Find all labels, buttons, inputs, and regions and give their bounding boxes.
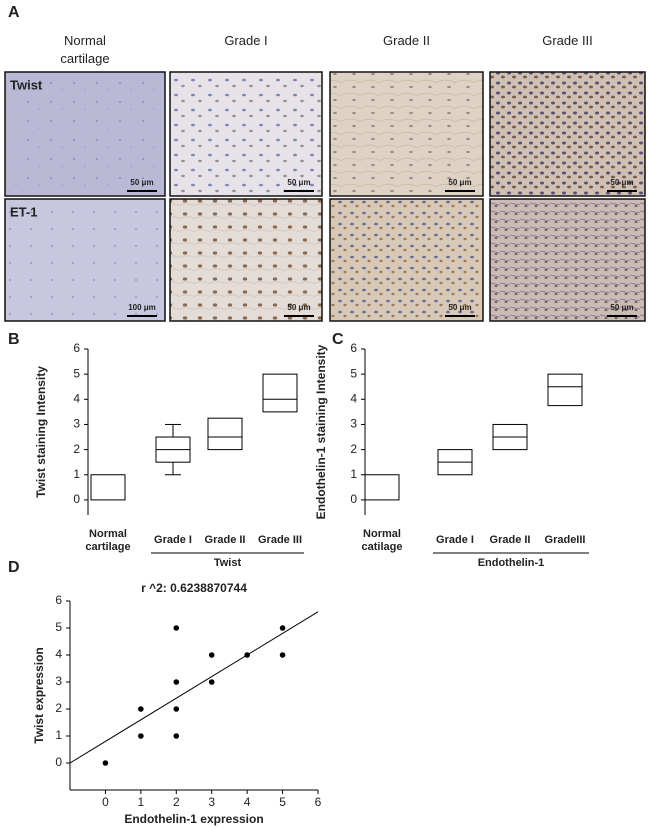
y-tick-label: 3 bbox=[55, 674, 62, 688]
y-tick-label: 6 bbox=[55, 593, 62, 607]
x-tick-label: 2 bbox=[173, 795, 180, 809]
y-tick-label: 0 bbox=[350, 492, 357, 506]
micrograph bbox=[4, 71, 166, 197]
y-axis-label: Twist expression bbox=[32, 647, 46, 743]
y-tick-label: 0 bbox=[73, 492, 80, 506]
x-tick-label: GradeIII bbox=[544, 534, 586, 546]
scale-bar-label: 50 μm bbox=[448, 303, 471, 312]
column-header: Grade I bbox=[224, 33, 268, 48]
x-tick-label: 4 bbox=[244, 795, 251, 809]
point bbox=[173, 706, 180, 712]
scale-bar-label: 50 μm bbox=[287, 178, 310, 187]
y-tick-label: 4 bbox=[55, 647, 62, 661]
column-header: Grade III bbox=[542, 33, 593, 48]
row-label: Twist bbox=[10, 77, 43, 92]
micrograph bbox=[489, 71, 646, 197]
x-tick-label: Grade II bbox=[204, 534, 246, 546]
micrograph bbox=[329, 198, 484, 322]
y-tick-label: 1 bbox=[55, 728, 62, 742]
scale-bar-label: 50 μm bbox=[130, 178, 153, 187]
chart-title: r ^2: 0.6238870744 bbox=[141, 581, 247, 595]
point bbox=[173, 625, 180, 631]
panel-label: B bbox=[8, 331, 20, 348]
y-tick-label: 5 bbox=[73, 366, 80, 380]
y-tick-label: 0 bbox=[55, 755, 62, 769]
y-tick-label: 2 bbox=[55, 701, 62, 715]
x-tick-label: Grade III bbox=[257, 534, 303, 546]
x-tick-label: 1 bbox=[138, 795, 145, 809]
y-tick-label: 3 bbox=[73, 417, 80, 431]
box bbox=[207, 417, 243, 451]
scale-bar-label: 50 μm bbox=[610, 303, 633, 312]
point bbox=[208, 652, 215, 658]
scale-bar-label: 50 μm bbox=[610, 178, 633, 187]
x-tick-label: Normal cartilage bbox=[85, 528, 131, 553]
x-tick-label: 0 bbox=[102, 795, 109, 809]
panel-label: D bbox=[8, 559, 20, 576]
column-header: Grade II bbox=[383, 33, 430, 48]
y-axis-label: Endothelin-1 staining Intensity bbox=[314, 344, 328, 519]
y-tick-label: 2 bbox=[73, 442, 80, 456]
y-tick-label: 2 bbox=[350, 442, 357, 456]
row-label: ET-1 bbox=[10, 204, 37, 219]
x-tick-label: 5 bbox=[279, 795, 286, 809]
x-axis-label: Endothelin-1 expression bbox=[124, 812, 263, 826]
y-tick-label: 6 bbox=[350, 341, 357, 355]
y-tick-label: 4 bbox=[73, 391, 80, 405]
fit-line bbox=[69, 611, 319, 764]
x-tick-label: Grade I bbox=[154, 534, 192, 546]
micrograph bbox=[169, 198, 323, 322]
x-tick-label: 6 bbox=[315, 795, 322, 809]
x-tick-label: Grade II bbox=[489, 534, 531, 546]
micrograph bbox=[489, 198, 646, 322]
group-label: Twist bbox=[214, 557, 242, 569]
point bbox=[173, 679, 180, 685]
point bbox=[279, 652, 286, 658]
point bbox=[279, 625, 286, 631]
panel-label: A bbox=[8, 4, 20, 21]
point bbox=[138, 733, 144, 739]
micrograph bbox=[329, 71, 484, 197]
y-tick-label: 1 bbox=[350, 467, 357, 481]
scale-bar-label: 50 μm bbox=[448, 178, 471, 187]
scale-bar-label: 50 μm bbox=[287, 303, 310, 312]
y-axis-label: Twist staining Intensity bbox=[34, 366, 48, 498]
scale-bar-label: 100 μm bbox=[128, 303, 156, 312]
point bbox=[173, 733, 180, 739]
box bbox=[90, 474, 126, 501]
point bbox=[138, 706, 144, 712]
y-tick-label: 5 bbox=[55, 620, 62, 634]
x-tick-label: Normal catilage bbox=[361, 528, 403, 553]
group-label: Endothelin-1 bbox=[478, 557, 545, 569]
y-tick-label: 5 bbox=[350, 366, 357, 380]
y-tick-label: 1 bbox=[73, 467, 80, 481]
y-tick-label: 3 bbox=[350, 417, 357, 431]
x-tick-label: Grade I bbox=[436, 534, 474, 546]
micrograph bbox=[4, 198, 166, 322]
point bbox=[208, 679, 215, 685]
point bbox=[102, 760, 109, 766]
x-tick-label: 3 bbox=[208, 795, 215, 809]
column-header: Normal cartilage bbox=[60, 33, 110, 66]
box bbox=[547, 373, 583, 407]
y-tick-label: 6 bbox=[73, 341, 80, 355]
box bbox=[364, 474, 400, 501]
box bbox=[262, 373, 298, 413]
micrograph bbox=[169, 71, 323, 197]
y-tick-label: 4 bbox=[350, 391, 357, 405]
panel-label: C bbox=[332, 331, 344, 348]
point bbox=[244, 652, 250, 658]
